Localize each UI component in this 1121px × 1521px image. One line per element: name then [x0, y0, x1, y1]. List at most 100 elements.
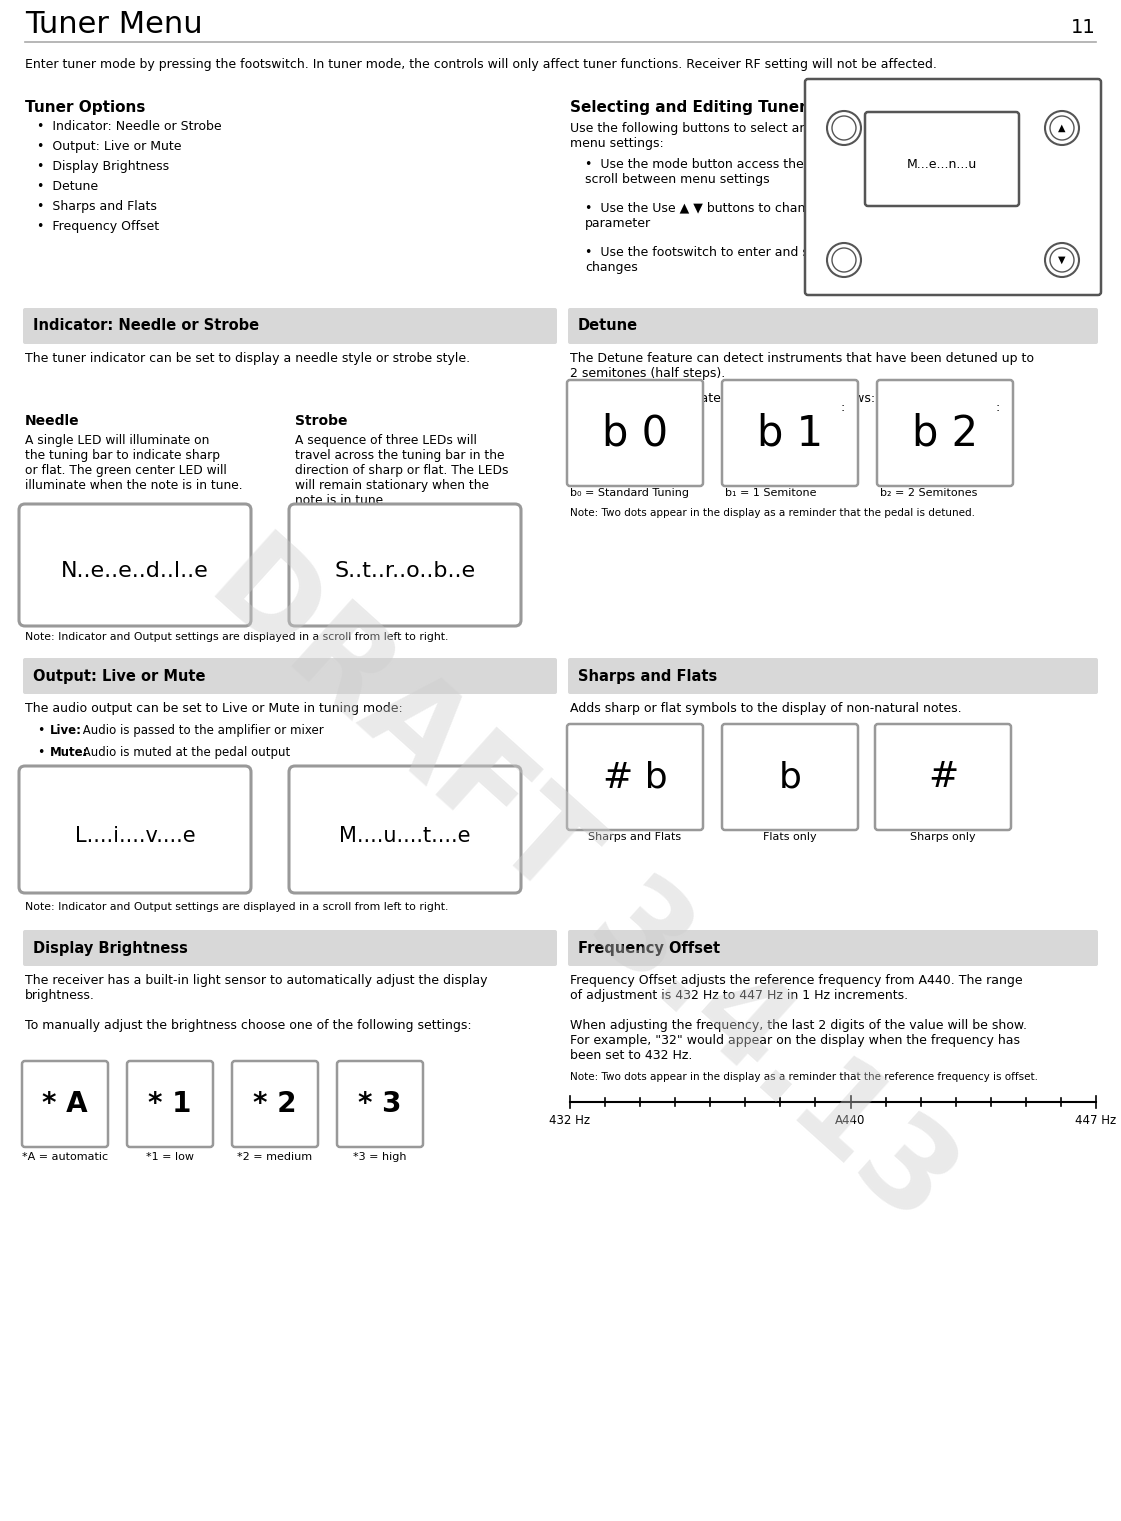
FancyBboxPatch shape [805, 79, 1101, 295]
FancyBboxPatch shape [337, 1062, 423, 1147]
Text: A single LED will illuminate on
the tuning bar to indicate sharp
or flat. The gr: A single LED will illuminate on the tuni… [25, 433, 242, 491]
Text: Flats only: Flats only [763, 832, 817, 843]
Text: Sharps and Flats: Sharps and Flats [589, 832, 682, 843]
Text: Sharps and Flats: Sharps and Flats [578, 669, 717, 683]
Text: Tuner Options: Tuner Options [25, 100, 146, 116]
Circle shape [1050, 116, 1074, 140]
Text: 11: 11 [1072, 18, 1096, 37]
FancyBboxPatch shape [568, 659, 1097, 694]
Text: •: • [37, 724, 45, 738]
FancyBboxPatch shape [289, 503, 521, 627]
Text: A sequence of three LEDs will
travel across the tuning bar in the
direction of s: A sequence of three LEDs will travel acr… [295, 433, 509, 506]
Text: The Detune feature can detect instruments that have been detuned up to
2 semiton: The Detune feature can detect instrument… [569, 351, 1034, 380]
Circle shape [1050, 248, 1074, 272]
Text: Adds sharp or flat symbols to the display of non-natural notes.: Adds sharp or flat symbols to the displa… [569, 703, 962, 715]
FancyBboxPatch shape [24, 307, 557, 344]
Text: L....i....v....e: L....i....v....e [75, 826, 195, 846]
Text: Display Brightness: Display Brightness [33, 940, 188, 955]
Text: b 1: b 1 [757, 412, 823, 453]
FancyBboxPatch shape [19, 503, 251, 627]
Text: Strobe: Strobe [295, 414, 348, 427]
Circle shape [832, 248, 856, 272]
Text: # b: # b [603, 760, 667, 794]
Text: •  Sharps and Flats: • Sharps and Flats [37, 199, 157, 213]
Text: 447 Hz: 447 Hz [1075, 1113, 1117, 1127]
Text: Note: Two dots appear in the display as a reminder that the pedal is detuned.: Note: Two dots appear in the display as … [569, 508, 975, 519]
Text: Note: Indicator and Output settings are displayed in a scroll from left to right: Note: Indicator and Output settings are … [25, 633, 448, 642]
Text: * A: * A [43, 1091, 87, 1118]
Text: Audio is passed to the amplifier or mixer: Audio is passed to the amplifier or mixe… [78, 724, 324, 738]
Circle shape [827, 243, 861, 277]
Text: Frequency Offset adjusts the reference frequency from A440. The range
of adjustm: Frequency Offset adjusts the reference f… [569, 973, 1027, 1062]
Text: *3 = high: *3 = high [353, 1151, 407, 1162]
Text: *A = automatic: *A = automatic [22, 1151, 108, 1162]
Text: b₁ = 1 Semitone: b₁ = 1 Semitone [725, 488, 816, 497]
Text: The audio output can be set to Live or Mute in tuning mode:: The audio output can be set to Live or M… [25, 703, 402, 715]
Text: Note: Indicator and Output settings are displayed in a scroll from left to right: Note: Indicator and Output settings are … [25, 902, 448, 913]
Text: •: • [37, 745, 45, 759]
Text: b₂ = 2 Semitones: b₂ = 2 Semitones [880, 488, 978, 497]
FancyBboxPatch shape [567, 380, 703, 487]
FancyBboxPatch shape [722, 724, 858, 830]
Text: Audio is muted at the pedal output: Audio is muted at the pedal output [78, 745, 290, 759]
Text: Needle: Needle [25, 414, 80, 427]
Text: •  Use the Use ▲ ▼ buttons to change a menu
parameter: • Use the Use ▲ ▼ buttons to change a me… [585, 202, 872, 230]
Text: mode: mode [819, 275, 845, 284]
Circle shape [827, 111, 861, 144]
FancyBboxPatch shape [289, 767, 521, 893]
Text: •  Output: Live or Mute: • Output: Live or Mute [37, 140, 182, 154]
Text: S..t..r..o..b..e: S..t..r..o..b..e [334, 561, 475, 581]
FancyBboxPatch shape [568, 307, 1097, 344]
Text: 432 Hz: 432 Hz [549, 1113, 591, 1127]
Text: Use the following buttons to select and edit the tuner
menu settings:: Use the following buttons to select and … [569, 122, 906, 151]
Text: M....u....t....e: M....u....t....e [340, 826, 471, 846]
Text: ▼: ▼ [1058, 256, 1066, 265]
Text: A440: A440 [835, 1113, 865, 1127]
Text: Detune: Detune [578, 318, 638, 333]
Text: •  Indicator: Needle or Strobe: • Indicator: Needle or Strobe [37, 120, 222, 132]
FancyBboxPatch shape [232, 1062, 318, 1147]
Text: •  Detune: • Detune [37, 179, 99, 193]
FancyBboxPatch shape [568, 929, 1097, 966]
Text: b 0: b 0 [602, 412, 668, 453]
FancyBboxPatch shape [24, 929, 557, 966]
Circle shape [832, 116, 856, 140]
Text: Live:: Live: [50, 724, 82, 738]
Circle shape [1045, 243, 1080, 277]
FancyBboxPatch shape [24, 659, 557, 694]
Text: Selecting and Editing Tuner Menu Settings: Selecting and Editing Tuner Menu Setting… [569, 100, 936, 116]
Text: Indicator: Needle or Strobe: Indicator: Needle or Strobe [33, 318, 259, 333]
Text: Output: Live or Mute: Output: Live or Mute [33, 669, 205, 683]
Text: Enter tuner mode by pressing the footswitch. In tuner mode, the controls will on: Enter tuner mode by pressing the footswi… [25, 58, 937, 71]
Text: #: # [928, 760, 958, 794]
Text: Sharps only: Sharps only [910, 832, 975, 843]
Text: •  Use the mode button access the menu and to
scroll between menu settings: • Use the mode button access the menu an… [585, 158, 888, 186]
Text: *1 = low: *1 = low [146, 1151, 194, 1162]
Text: •  Use the footswitch to enter and save parameter
changes: • Use the footswitch to enter and save p… [585, 246, 902, 274]
Text: b 2: b 2 [912, 412, 978, 453]
FancyBboxPatch shape [567, 724, 703, 830]
Text: * 2: * 2 [253, 1091, 297, 1118]
Text: The display will indicate the detuning as follows:: The display will indicate the detuning a… [569, 392, 876, 405]
Text: Tuner Menu: Tuner Menu [25, 11, 203, 40]
Circle shape [1045, 111, 1080, 144]
Text: b: b [779, 760, 802, 794]
Text: Mute:: Mute: [50, 745, 89, 759]
Text: •  Display Brightness: • Display Brightness [37, 160, 169, 173]
Text: M...e...n...u: M...e...n...u [907, 158, 978, 172]
FancyBboxPatch shape [722, 380, 858, 487]
Text: :: : [995, 402, 1000, 414]
Text: link: link [819, 102, 836, 111]
Text: Note: Two dots appear in the display as a reminder that the reference frequency : Note: Two dots appear in the display as … [569, 1072, 1038, 1081]
Text: *2 = medium: *2 = medium [238, 1151, 313, 1162]
Text: N..e..e..d..l..e: N..e..e..d..l..e [62, 561, 209, 581]
FancyBboxPatch shape [19, 767, 251, 893]
Text: * 3: * 3 [359, 1091, 401, 1118]
FancyBboxPatch shape [865, 113, 1019, 205]
Text: ▲: ▲ [1058, 123, 1066, 132]
Text: * 1: * 1 [148, 1091, 192, 1118]
FancyBboxPatch shape [877, 380, 1013, 487]
FancyBboxPatch shape [876, 724, 1011, 830]
Text: Frequency Offset: Frequency Offset [578, 940, 720, 955]
FancyBboxPatch shape [127, 1062, 213, 1147]
